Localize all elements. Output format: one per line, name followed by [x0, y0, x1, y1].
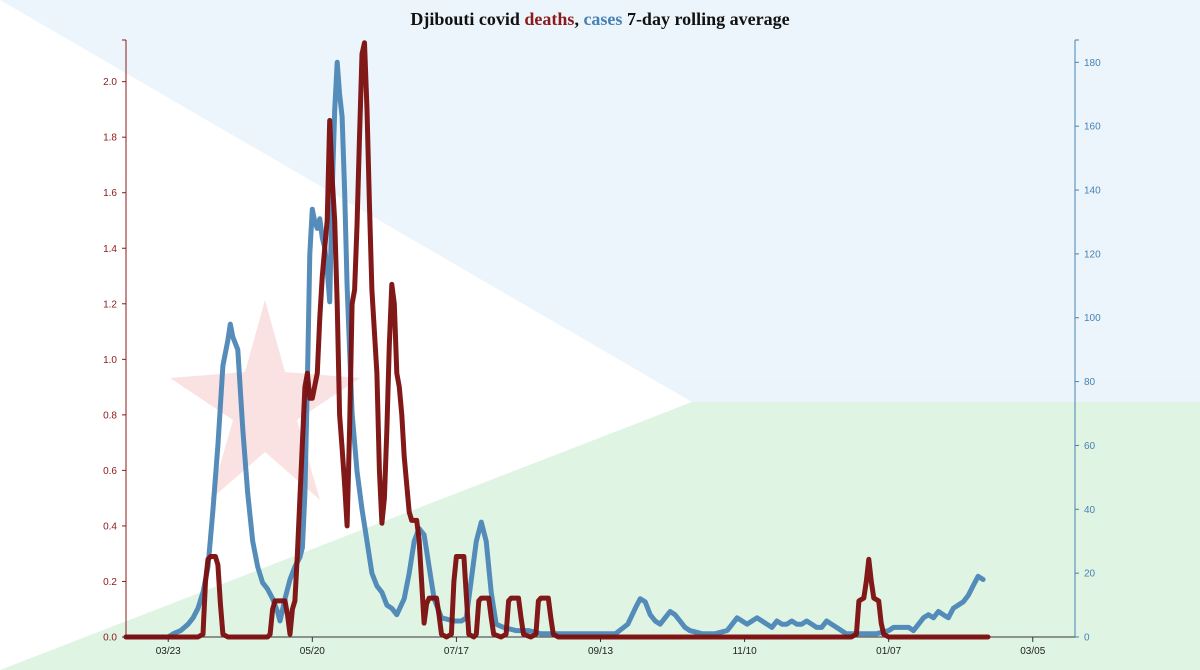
x-tick-label: 07/17 [444, 646, 469, 657]
y-left-tick-label: 1.2 [103, 299, 117, 310]
y-left-tick-label: 2.0 [103, 77, 117, 88]
y-right-tick-label: 80 [1084, 377, 1096, 388]
y-right-tick-label: 120 [1084, 249, 1101, 260]
y-left-tick-label: 1.8 [103, 133, 117, 144]
y-left-tick-label: 0.6 [103, 466, 117, 477]
x-tick-label: 03/23 [156, 646, 181, 657]
y-left-tick-label: 1.4 [103, 244, 117, 255]
y-right-tick-label: 180 [1084, 58, 1101, 69]
x-tick-label: 11/10 [732, 646, 757, 657]
deaths-series-line [123, 40, 991, 640]
y-left-tick-label: 0.8 [103, 410, 117, 421]
y-right-tick-label: 0 [1084, 633, 1090, 644]
y-left-tick-label: 1.0 [103, 355, 117, 366]
title-cases-word: cases [583, 9, 622, 29]
title-prefix: Djibouti covid [410, 9, 524, 29]
title-suffix: 7-day rolling average [622, 9, 789, 29]
cases-series-line [123, 59, 986, 640]
y-right-tick-label: 100 [1084, 313, 1101, 324]
y-right-tick-label: 60 [1084, 441, 1096, 452]
series-lines [123, 40, 991, 640]
y-right-tick-label: 40 [1084, 505, 1096, 516]
flag-white-triangle [0, 0, 692, 670]
title-deaths-word: deaths [524, 9, 574, 29]
x-tick-label: 09/13 [588, 646, 613, 657]
chart-title: Djibouti covid deaths, cases 7-day rolli… [410, 9, 789, 29]
y-left-tick-label: 0.2 [103, 577, 117, 588]
y-left-tick-label: 1.6 [103, 188, 117, 199]
y-right-tick-label: 20 [1084, 569, 1096, 580]
x-tick-label: 05/20 [300, 646, 325, 657]
flag-star [170, 300, 360, 500]
y-right-tick-label: 160 [1084, 122, 1101, 133]
y-left-tick-label: 0.4 [103, 521, 117, 532]
x-tick-label: 03/05 [1020, 646, 1045, 657]
x-tick-label: 01/07 [876, 646, 901, 657]
y-left-tick-label: 0.0 [103, 633, 117, 644]
title-separator: , [574, 9, 583, 29]
y-right-tick-label: 140 [1084, 186, 1101, 197]
